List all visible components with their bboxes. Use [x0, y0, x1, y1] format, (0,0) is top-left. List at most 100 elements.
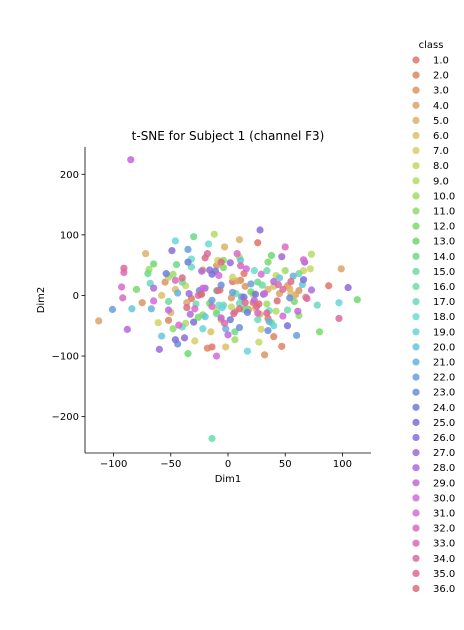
data-point-class-13.0 — [267, 251, 276, 260]
legend-label: 27.0 — [433, 448, 455, 459]
legend-label: 3.0 — [433, 86, 449, 97]
data-point-class-3.0 — [261, 351, 269, 359]
data-point-class-34.0 — [335, 314, 343, 323]
data-point-class-30.0 — [242, 265, 250, 273]
legend-marker — [412, 313, 420, 321]
data-point-class-28.0 — [150, 284, 158, 292]
data-point-class-12.0 — [264, 258, 272, 266]
data-point-class-5.0 — [235, 236, 244, 244]
data-point-class-12.0 — [219, 263, 228, 272]
data-point-class-19.0 — [171, 237, 179, 245]
data-point-class-35.0 — [287, 277, 295, 286]
data-point-class-26.0 — [344, 283, 352, 292]
legend-label: 23.0 — [433, 388, 455, 399]
data-point-class-16.0 — [263, 267, 271, 275]
legend-label: 24.0 — [433, 403, 455, 414]
legend-marker — [412, 162, 420, 170]
data-point-class-22.0 — [228, 288, 237, 297]
data-point-class-8.0 — [227, 303, 236, 311]
legend-label: 6.0 — [433, 131, 449, 142]
data-point-class-2.0 — [270, 333, 278, 341]
data-point-class-24.0 — [184, 258, 192, 266]
legend-marker — [412, 509, 420, 517]
legend-marker — [412, 569, 420, 578]
data-point-class-14.0 — [144, 270, 152, 278]
data-point-class-26.0 — [256, 226, 264, 234]
data-point-class-35.0 — [183, 303, 191, 312]
legend-label: 4.0 — [433, 101, 449, 112]
data-point-class-36.0 — [217, 258, 225, 266]
data-point-class-29.0 — [217, 314, 225, 322]
data-point-class-34.0 — [230, 310, 238, 318]
data-point-class-6.0 — [222, 343, 230, 351]
legend-marker — [412, 116, 420, 124]
data-point-class-33.0 — [274, 280, 282, 289]
data-point-class-36.0 — [198, 290, 206, 298]
data-point-class-30.0 — [279, 312, 287, 320]
data-point-class-36.0 — [273, 297, 281, 305]
data-point-class-12.0 — [194, 313, 202, 321]
legend-label: 8.0 — [433, 161, 449, 172]
data-point-class-22.0 — [184, 245, 192, 254]
legend-marker — [412, 71, 420, 79]
data-point-class-10.0 — [263, 300, 271, 308]
legend-marker — [412, 192, 420, 200]
x-tick-label: 50 — [279, 459, 292, 470]
legend-label: 16.0 — [433, 282, 455, 293]
data-point-class-14.0 — [212, 310, 221, 318]
data-point-class-24.0 — [162, 270, 170, 278]
data-point-class-34.0 — [279, 285, 287, 293]
legend-marker — [412, 177, 420, 185]
data-point-class-22.0 — [293, 331, 301, 340]
data-point-class-21.0 — [289, 272, 297, 280]
data-point-class-21.0 — [147, 305, 155, 313]
data-point-class-35.0 — [241, 299, 249, 307]
legend-marker — [412, 147, 420, 155]
data-point-class-31.0 — [257, 270, 265, 278]
legend-marker — [412, 584, 420, 593]
data-point-class-25.0 — [299, 276, 308, 284]
y-tick-label: 200 — [60, 170, 79, 181]
legend-label: 5.0 — [433, 116, 449, 127]
data-point-class-36.0 — [235, 305, 244, 313]
data-point-class-31.0 — [191, 305, 199, 313]
legend-label: 17.0 — [433, 297, 455, 308]
data-point-class-32.0 — [281, 243, 289, 251]
legend-marker — [412, 554, 420, 562]
legend-label: 12.0 — [433, 222, 455, 233]
legend-marker — [412, 449, 420, 457]
legend-marker — [412, 101, 420, 109]
legend-marker — [412, 494, 420, 502]
x-tick-label: 100 — [333, 459, 352, 470]
legend-label: 29.0 — [433, 478, 455, 489]
data-point-class-21.0 — [174, 289, 182, 297]
legend-label: 32.0 — [433, 524, 455, 535]
legend-marker — [412, 86, 420, 94]
legend-marker — [412, 56, 420, 64]
x-tick-label: −100 — [100, 459, 127, 470]
data-point-class-26.0 — [240, 293, 248, 301]
legend-marker — [412, 373, 420, 381]
data-point-class-6.0 — [207, 328, 215, 336]
data-point-class-29.0 — [224, 331, 232, 339]
legend-label: 11.0 — [433, 207, 455, 218]
data-point-class-5.0 — [220, 243, 229, 251]
data-point-class-5.0 — [142, 250, 150, 258]
data-point-class-1.0 — [254, 239, 262, 247]
data-point-class-4.0 — [95, 317, 103, 325]
data-point-class-3.0 — [227, 294, 236, 302]
data-point-class-13.0 — [150, 260, 158, 268]
data-point-class-3.0 — [138, 299, 146, 307]
data-point-class-19.0 — [218, 303, 226, 312]
legend-label: 18.0 — [433, 312, 455, 323]
data-point-class-9.0 — [307, 250, 316, 258]
y-tick-label: −200 — [52, 412, 79, 423]
legend-label: 21.0 — [433, 358, 455, 369]
data-point-class-24.0 — [226, 316, 234, 324]
data-point-class-20.0 — [158, 332, 166, 340]
data-point-class-31.0 — [175, 321, 183, 329]
legend-marker — [412, 433, 420, 442]
data-point-class-26.0 — [206, 266, 214, 274]
data-point-class-31.0 — [215, 271, 223, 280]
